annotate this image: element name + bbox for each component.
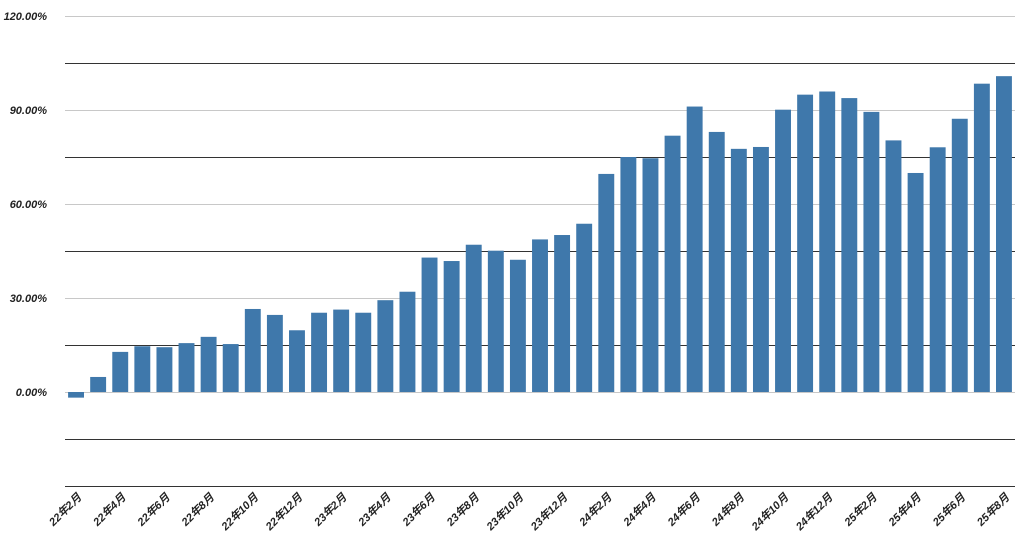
bar <box>289 330 305 392</box>
bar <box>90 376 107 392</box>
x-tick-label: 25年8月 <box>974 490 1013 529</box>
bar <box>973 83 990 393</box>
bar <box>222 344 239 392</box>
bar <box>244 308 261 392</box>
x-tick-label: 24年4月 <box>620 490 659 529</box>
x-tick-label: 22年2月 <box>46 490 85 529</box>
x-tick-label: 23年2月 <box>311 490 350 529</box>
bar <box>929 147 946 392</box>
bar <box>797 94 814 393</box>
x-tick-label: 23年4月 <box>355 490 394 529</box>
bar <box>863 111 880 392</box>
bar <box>642 158 659 392</box>
y-tick-label: 30.00% <box>10 293 48 305</box>
x-tick-label: 22年8月 <box>178 490 217 529</box>
bar <box>399 291 416 392</box>
x-tick-label: 24年8月 <box>709 490 748 529</box>
x-tick-label: 23年10月 <box>483 490 526 533</box>
bar <box>598 173 615 392</box>
bar <box>465 244 482 392</box>
bar <box>200 336 217 392</box>
bar <box>266 314 283 392</box>
x-tick-label: 23年6月 <box>399 490 438 529</box>
bar <box>664 135 681 392</box>
bar <box>443 261 460 392</box>
x-tick-label: 25年6月 <box>929 490 968 529</box>
bar <box>377 300 394 392</box>
bar <box>730 148 747 392</box>
bar <box>554 235 571 392</box>
x-tick-label: 23年8月 <box>443 490 482 529</box>
bar <box>907 172 924 392</box>
y-tick-label: 60.00% <box>10 199 48 211</box>
bar <box>996 76 1012 392</box>
bar <box>819 91 836 392</box>
bars <box>68 76 1012 398</box>
x-tick-label: 24年10月 <box>748 490 791 533</box>
bar <box>620 157 637 392</box>
bar <box>134 346 151 392</box>
x-axis: 22年2月 22年4月 22年6月 22年8月 22年10月 22年12月 23年2月 23年… <box>46 490 1013 533</box>
bar <box>841 98 858 392</box>
y-axis: 0.00% 30.00% 60.00% 90.00% 120.00% <box>4 11 48 399</box>
bar <box>68 392 84 398</box>
x-tick-label: 23年12月 <box>527 490 570 533</box>
bar <box>178 343 195 392</box>
bar <box>686 106 703 393</box>
x-tick-label: 22年10月 <box>218 490 261 533</box>
bar <box>885 140 902 392</box>
bar <box>509 259 526 392</box>
bar <box>333 309 350 392</box>
bar <box>487 250 504 392</box>
bar <box>576 223 593 392</box>
bar <box>775 109 791 392</box>
bar <box>951 118 968 393</box>
x-tick-label: 22年12月 <box>262 490 305 533</box>
bar <box>752 146 769 392</box>
bar <box>112 351 129 392</box>
y-tick-label: 0.00% <box>16 387 47 399</box>
x-tick-label: 22年6月 <box>134 490 173 529</box>
y-tick-label: 90.00% <box>10 105 48 117</box>
y-tick-label: 120.00% <box>4 11 48 23</box>
bar <box>311 312 328 392</box>
x-tick-label: 24年12月 <box>793 490 836 533</box>
bar <box>156 347 173 392</box>
bar <box>421 257 438 392</box>
bar <box>355 312 372 392</box>
x-tick-label: 25年2月 <box>841 490 880 529</box>
x-tick-label: 22年4月 <box>90 490 129 529</box>
bar <box>532 239 548 392</box>
x-tick-label: 24年2月 <box>576 490 615 529</box>
x-tick-label: 24年6月 <box>664 490 703 529</box>
bar <box>708 131 725 392</box>
x-tick-label: 25年4月 <box>885 490 924 529</box>
